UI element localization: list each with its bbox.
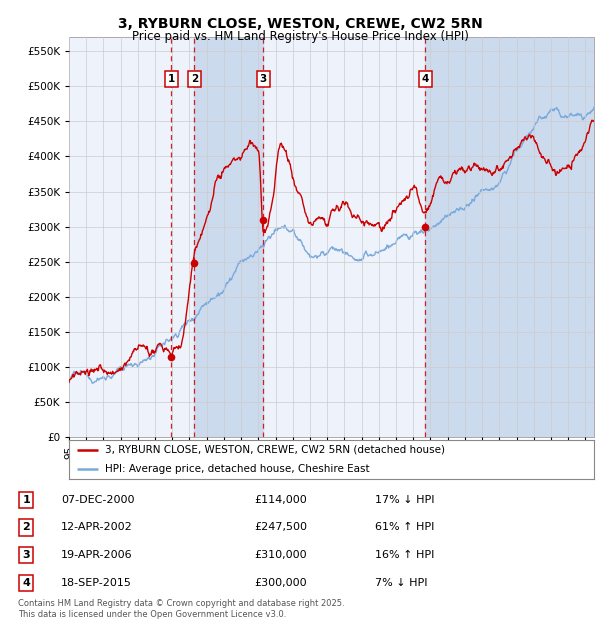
Text: 1: 1: [23, 495, 30, 505]
Text: 1: 1: [167, 74, 175, 84]
Text: 16% ↑ HPI: 16% ↑ HPI: [375, 550, 434, 560]
Text: 17% ↓ HPI: 17% ↓ HPI: [375, 495, 434, 505]
Text: 3, RYBURN CLOSE, WESTON, CREWE, CW2 5RN: 3, RYBURN CLOSE, WESTON, CREWE, CW2 5RN: [118, 17, 482, 32]
Text: 19-APR-2006: 19-APR-2006: [61, 550, 133, 560]
Text: 07-DEC-2000: 07-DEC-2000: [61, 495, 134, 505]
Text: £247,500: £247,500: [254, 523, 307, 533]
Text: 2: 2: [191, 74, 198, 84]
Text: Contains HM Land Registry data © Crown copyright and database right 2025.
This d: Contains HM Land Registry data © Crown c…: [18, 600, 344, 619]
Text: 18-SEP-2015: 18-SEP-2015: [61, 578, 132, 588]
Text: 12-APR-2002: 12-APR-2002: [61, 523, 133, 533]
Text: 7% ↓ HPI: 7% ↓ HPI: [375, 578, 427, 588]
Text: 4: 4: [22, 578, 31, 588]
Text: 4: 4: [422, 74, 429, 84]
Text: Price paid vs. HM Land Registry's House Price Index (HPI): Price paid vs. HM Land Registry's House …: [131, 30, 469, 43]
Text: 3: 3: [260, 74, 267, 84]
Bar: [194, 37, 263, 437]
Text: 3: 3: [23, 550, 30, 560]
Bar: [425, 37, 594, 437]
Text: £114,000: £114,000: [254, 495, 307, 505]
Text: 61% ↑ HPI: 61% ↑ HPI: [375, 523, 434, 533]
Text: £300,000: £300,000: [254, 578, 307, 588]
Text: £310,000: £310,000: [254, 550, 307, 560]
Text: HPI: Average price, detached house, Cheshire East: HPI: Average price, detached house, Ches…: [105, 464, 370, 474]
Text: 2: 2: [23, 523, 30, 533]
Text: 3, RYBURN CLOSE, WESTON, CREWE, CW2 5RN (detached house): 3, RYBURN CLOSE, WESTON, CREWE, CW2 5RN …: [105, 445, 445, 455]
